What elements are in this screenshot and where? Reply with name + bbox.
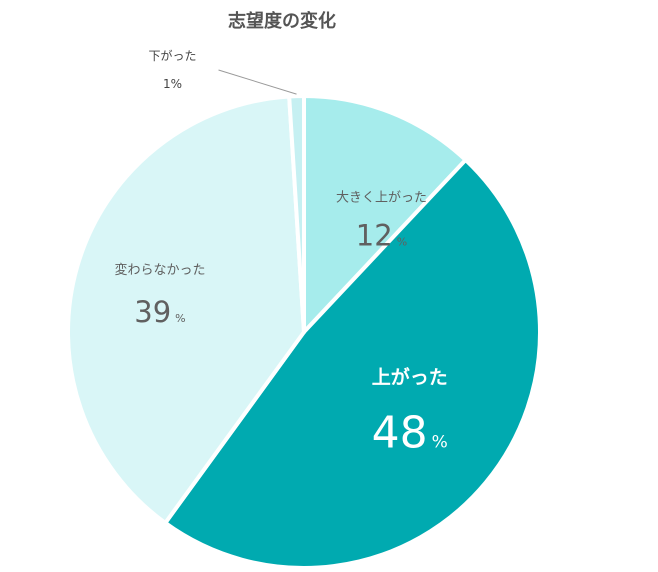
slice-value-kawaranakatta: 39% [134,295,185,329]
callout-line-sagatta [218,69,297,95]
pie-slice-ookiku-agatta [302,94,468,334]
pie-slice-agatta [163,157,542,570]
slice-value-ookiku-agatta: 12% [356,218,407,252]
slice-label-kawaranakatta: 変わらなかった [114,262,205,278]
pie-slice-sagatta [287,94,306,334]
slice-label-agatta: 上がった [372,366,448,389]
slice-value-agatta: 48% [372,408,448,459]
slice-label-sagatta: 下がった [149,48,197,63]
chart-title: 志望度の変化 [228,10,336,32]
pie-slice-kawaranakatta [66,94,306,525]
slice-value-sagatta: 1% [163,77,182,91]
slice-label-ookiku-agatta: 大きく上がった [336,190,427,205]
